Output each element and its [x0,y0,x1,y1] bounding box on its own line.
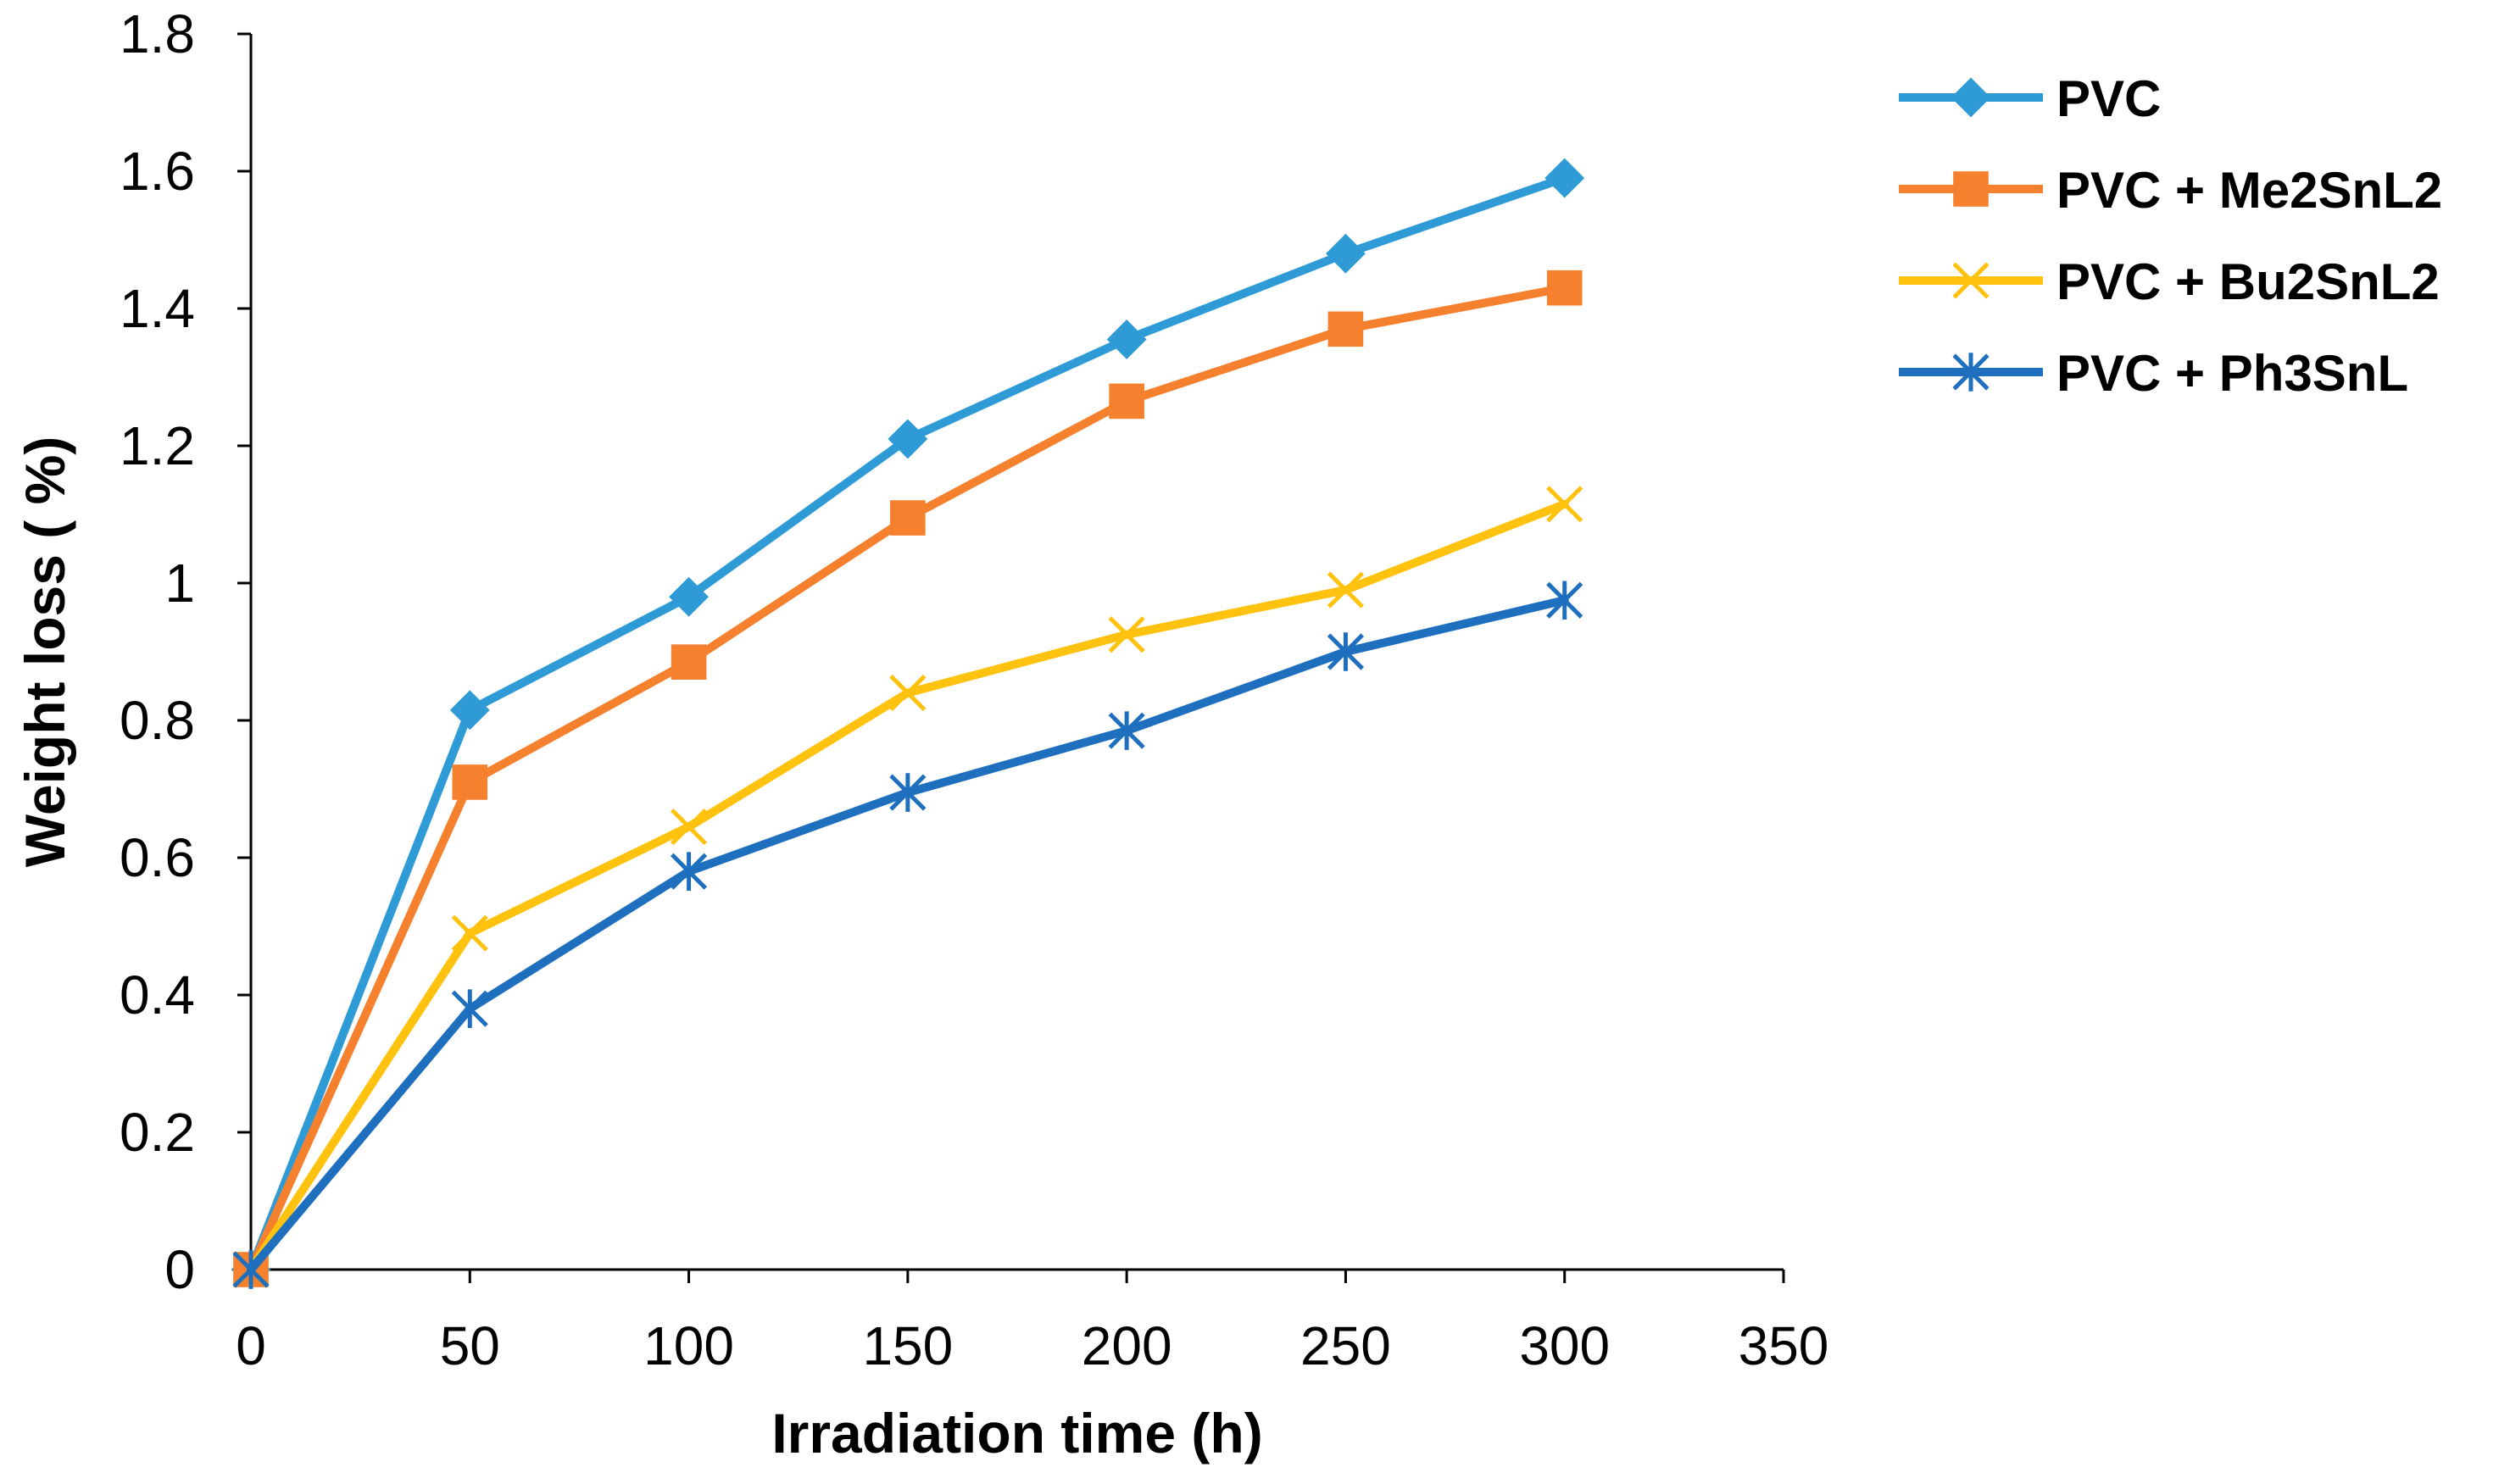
y-axis-title: Weight loss ( %) [14,436,76,867]
data-point [1546,581,1583,620]
data-point [888,419,928,459]
y-tick-label: 1 [164,553,195,614]
data-point [449,690,490,731]
y-tick-label: 1.8 [120,3,195,64]
x-tick-label: 250 [1300,1315,1391,1376]
x-tick-label: 200 [1082,1315,1172,1376]
data-point-stroke [889,675,927,712]
x-tick-label: 50 [440,1315,500,1376]
series-line [247,596,1569,1274]
legend-marker [1951,77,1991,118]
data-point [1327,311,1364,347]
legend: PVC PVC + Me2SnL2 PVC + Bu2SnL2 PVC + Ph3Sn… [1899,70,2442,402]
data-point [889,675,927,712]
data-point [1326,233,1366,274]
x-tick-label: 150 [862,1315,953,1376]
y-tick-label: 0 [164,1239,195,1300]
legend-item: PVC + Me2SnL2 [1899,162,2442,219]
y-tick-label: 0.6 [120,827,195,888]
x-tick-label: 350 [1739,1315,1829,1376]
legend-item: PVC + Ph3SnL [1899,345,2408,402]
y-tick-label: 0.2 [120,1102,195,1163]
data-point [671,808,708,846]
legend-item: PVC [1899,70,2161,127]
data-point [1546,486,1583,523]
data-point-stroke [1546,486,1583,523]
data-point [1108,616,1145,653]
x-axis-title: Irradiation time (h) [771,1402,1262,1465]
data-point [452,764,488,800]
data-point [451,989,488,1028]
data-point-stroke [671,808,708,846]
legend-label: PVC + Ph3SnL [2056,345,2408,402]
y-tick-label: 1.6 [120,141,195,202]
axes: 0 0.2 0.4 0.6 0.8 1 1.2 1.4 1.6 1.8 0 50 100 150 200 25… [120,3,1828,1376]
series-line [247,174,1569,1274]
x-tick-label: 0 [236,1315,266,1376]
data-point [1106,320,1147,359]
series-3 [232,486,1583,1288]
legend-marker [1952,262,1990,299]
data-point-stroke [451,914,488,952]
data-point [1327,632,1364,671]
y-tick-label: 0.4 [120,964,195,1025]
data-point [1546,270,1583,306]
legend-marker-stroke [1952,262,1990,299]
data-point [669,576,709,617]
series-4 [232,581,1583,1289]
x-tick-label: 100 [643,1315,734,1376]
series-line [247,499,1569,1274]
y-tick-label: 0.8 [120,690,195,751]
data-point [232,1250,270,1289]
data-point [1544,158,1585,198]
legend-label: PVC + Me2SnL2 [2056,162,2442,219]
data-point [451,914,488,952]
data-point [889,773,927,812]
data-point-stroke [1108,616,1145,653]
series-1 [231,158,1585,1290]
data-point [671,644,707,680]
y-tick-label: 1.4 [120,278,195,339]
data-point [1327,571,1364,609]
data-point-stroke [1327,571,1364,609]
data-point [671,852,708,891]
legend-label: PVC + Bu2SnL2 [2056,253,2440,310]
series-layer [231,158,1585,1290]
legend-item: PVC + Bu2SnL2 [1899,253,2440,310]
legend-marker [1952,353,1990,392]
data-point [890,500,926,536]
data-point [1109,383,1144,420]
legend-marker [1953,171,1989,207]
x-tick-label: 300 [1519,1315,1610,1376]
legend-label: PVC [2056,70,2161,127]
y-tick-label: 1.2 [120,415,195,476]
data-point [1108,711,1145,750]
